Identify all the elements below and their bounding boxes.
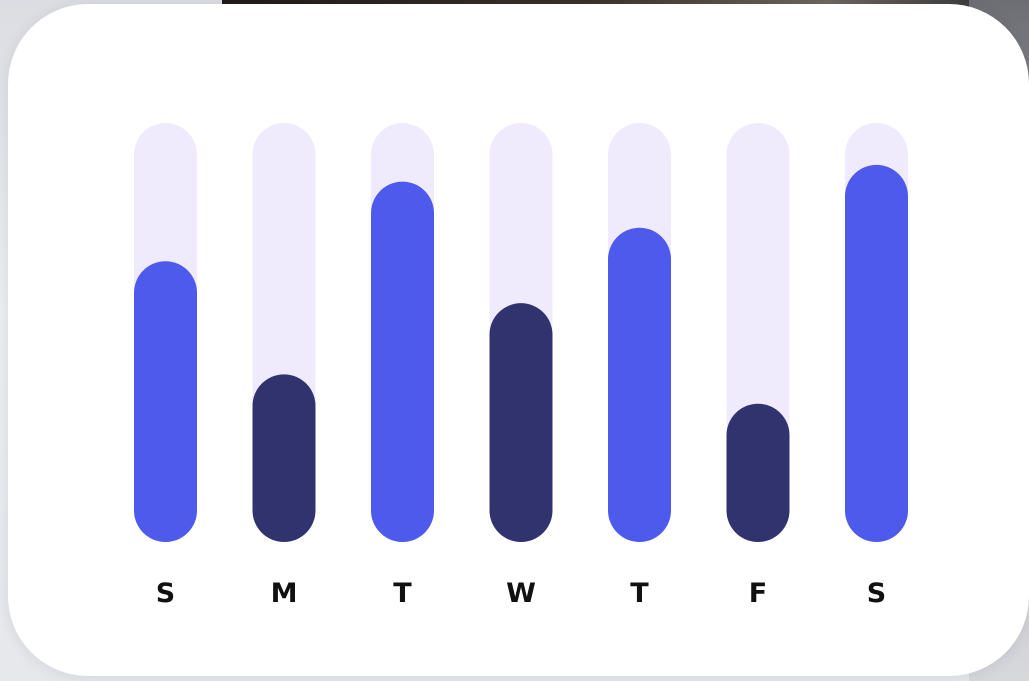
- bar-value: [489, 303, 553, 542]
- bar-value: [134, 261, 197, 542]
- day-label: M: [271, 578, 298, 609]
- bar-group: T: [371, 123, 434, 609]
- day-label: F: [749, 578, 767, 609]
- bar-value: [252, 374, 316, 542]
- bar-group: S: [134, 123, 197, 609]
- bar-group: S: [845, 123, 908, 609]
- bar-group: W: [489, 123, 553, 609]
- day-label: S: [156, 578, 175, 609]
- bar-group: T: [608, 123, 671, 609]
- day-label: S: [867, 578, 886, 609]
- bar-value: [371, 181, 434, 542]
- day-label: T: [393, 578, 412, 609]
- bar-group: M: [252, 123, 316, 609]
- bar-group: F: [726, 123, 790, 609]
- day-label: W: [506, 578, 536, 609]
- bar-value: [726, 403, 790, 542]
- day-label: T: [630, 578, 649, 609]
- bar-value: [845, 164, 908, 542]
- bar-value: [608, 227, 671, 542]
